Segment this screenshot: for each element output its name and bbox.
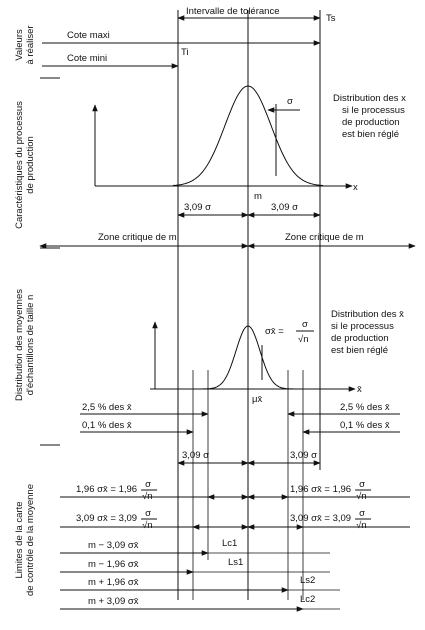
interval-label: Intervalle de tolérance <box>186 6 279 17</box>
caption: Distribution des x̄ <box>331 309 404 320</box>
caption: est bien réglé <box>342 129 399 140</box>
caption: est bien réglé <box>331 345 388 356</box>
sigma: σ <box>287 96 293 107</box>
formula: 3,09 σx̄ = 3,09 <box>290 513 351 524</box>
side-label: Valeurs <box>14 29 25 61</box>
limit-label: m − 3,09 σx̄ <box>88 540 139 551</box>
formula: 1,96 σx̄ = 1,96 <box>76 484 137 495</box>
side-label: à réaliser <box>25 25 36 64</box>
axis-label: x̄ <box>357 384 362 395</box>
structure <box>39 10 416 612</box>
formula: √n <box>298 334 309 345</box>
limit-label: m − 1,96 σx̄ <box>88 559 139 570</box>
formula: √n <box>142 520 153 531</box>
zone: Zone critique de m <box>285 232 364 243</box>
ti: Ti <box>181 47 189 58</box>
caption: de production <box>342 117 400 128</box>
formula: σx̄ = <box>265 326 284 337</box>
limit-label: m + 1,96 σx̄ <box>88 577 139 588</box>
caption: si le processus <box>331 321 394 332</box>
formula: σ <box>359 479 365 490</box>
formula: 1,96 σx̄ = 1,96 <box>290 484 351 495</box>
limit-label: m + 3,09 σx̄ <box>88 596 139 607</box>
mu: μx̄ <box>252 394 262 405</box>
formula: σ <box>359 508 365 519</box>
formula: √n <box>356 520 367 531</box>
caption: Distribution des x <box>333 93 406 104</box>
side-label: d'échantillons de taille n <box>25 295 36 396</box>
span: 3,09 σ <box>290 450 317 461</box>
pct: 0,1 % des x̄ <box>82 420 132 431</box>
limit-tag: Ls1 <box>228 557 243 568</box>
limit-tag: Lc1 <box>222 538 237 549</box>
span: 3,09 σ <box>271 202 298 213</box>
axis-label: x <box>353 182 358 193</box>
side-label: de contrôle de la moyenne <box>25 484 36 596</box>
means-curve <box>203 325 293 390</box>
pct: 2,5 % des x̄ <box>340 402 390 413</box>
side-label: Limites de la carte <box>14 501 25 578</box>
m: m <box>254 191 262 202</box>
cote-mini: Cote mini <box>67 53 107 64</box>
limit-formulas: 1,96 σx̄ = 1,96 σ√n1,96 σx̄ = 1,96 σ√n3,09… <box>76 479 372 531</box>
process-curve <box>172 85 324 186</box>
formula: 3,09 σx̄ = 3,09 <box>76 513 137 524</box>
formula: √n <box>142 491 153 502</box>
cote-maxi: Cote maxi <box>67 30 110 41</box>
side-label: de production <box>25 136 36 194</box>
span: 3,09 σ <box>182 450 209 461</box>
formula: σ <box>302 319 308 330</box>
side-label: Distribution des moyennes <box>14 289 25 401</box>
limit-tag: Lc2 <box>300 594 315 605</box>
caption: si le processus <box>342 105 405 116</box>
span: 3,09 σ <box>184 202 211 213</box>
formula: σ <box>145 479 151 490</box>
zone: Zone critique de m <box>98 232 177 243</box>
side-label: Caractéristiques du processus <box>14 101 25 229</box>
ts: Ts <box>326 13 336 24</box>
formula: √n <box>356 491 367 502</box>
limit-rows: m − 3,09 σx̄ Lc1 m − 1,96 σx̄ Ls1 m + 1,96 σ… <box>88 538 315 607</box>
pct: 0,1 % des x̄ <box>340 420 390 431</box>
caption: de production <box>331 333 389 344</box>
pct: 2,5 % des x̄ <box>82 402 132 413</box>
formula: σ <box>145 508 151 519</box>
labels: Intervalle de tolérance Ts Cote maxi Cot… <box>14 6 406 596</box>
limit-tag: Ls2 <box>300 575 315 586</box>
